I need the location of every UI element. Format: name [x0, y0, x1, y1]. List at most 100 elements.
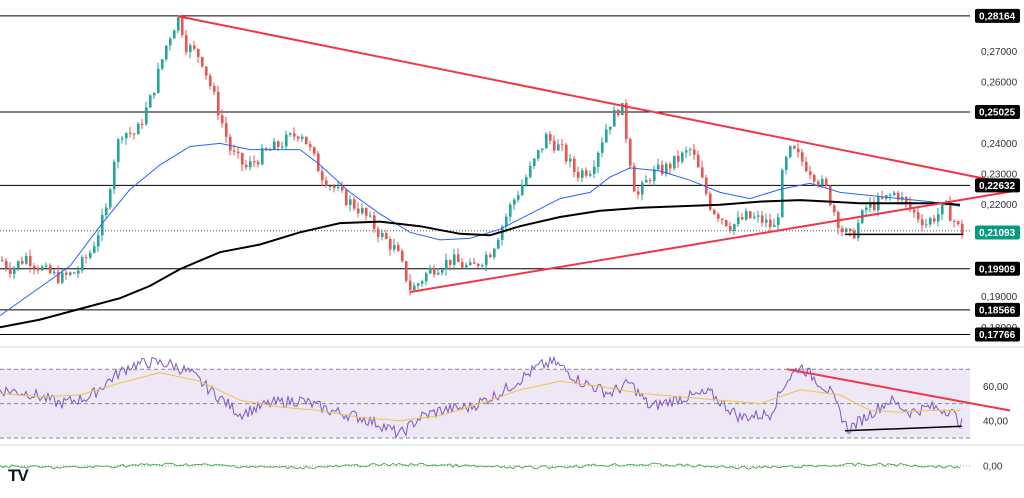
candle-body [777, 217, 780, 226]
candle-body [149, 95, 152, 108]
candle [561, 138, 564, 152]
candle-body [221, 115, 224, 124]
candle-body [641, 182, 644, 195]
candle [517, 191, 520, 203]
candle-body [681, 152, 684, 162]
candle [669, 161, 672, 175]
candle [513, 197, 516, 210]
candle [189, 43, 192, 59]
candle-body [765, 219, 768, 223]
candle [93, 241, 96, 254]
candle [869, 197, 872, 213]
candle [193, 41, 196, 51]
candle [469, 258, 472, 266]
candle [85, 254, 88, 264]
candle [201, 56, 204, 68]
candle [121, 135, 124, 144]
candle-body [805, 161, 808, 172]
candle-body [841, 228, 844, 233]
candle [113, 159, 116, 195]
rsi-ma-line [0, 372, 960, 422]
candle [237, 147, 240, 159]
candle [293, 127, 296, 141]
candle-body [533, 158, 536, 166]
candle [389, 236, 392, 256]
candle-body [301, 136, 304, 139]
candle [509, 202, 512, 222]
candle-body [937, 214, 940, 222]
candle-body [185, 34, 188, 53]
candle [797, 143, 800, 158]
candle [573, 156, 576, 178]
candle [905, 196, 908, 208]
candle-body [257, 162, 260, 165]
candle-body [733, 224, 736, 231]
candle [925, 218, 928, 229]
moving-averages [0, 142, 961, 329]
candle-body [241, 153, 244, 165]
candle-body [497, 239, 500, 249]
candle [425, 272, 428, 286]
candle-body [673, 155, 676, 169]
candle-body [137, 123, 140, 135]
candle-body [817, 181, 820, 185]
candle [849, 228, 852, 237]
candle [813, 173, 816, 186]
candle [77, 265, 80, 278]
candle [109, 187, 112, 210]
candle [873, 197, 876, 212]
candle-body [281, 146, 284, 148]
candle [817, 179, 820, 188]
lower-triangle-line [409, 189, 1016, 294]
candle-body [873, 202, 876, 211]
price-tick-label: 0,22000 [981, 200, 1018, 211]
candle-body [201, 57, 204, 67]
candle-body [829, 185, 832, 206]
candle-body [105, 207, 108, 215]
candle [281, 141, 284, 149]
tradingview-logo[interactable]: TV [8, 466, 29, 485]
candle-body [561, 144, 564, 146]
candle [717, 212, 720, 223]
candle-body [233, 150, 236, 152]
candle [141, 119, 144, 129]
candle-body [253, 161, 256, 163]
candle [137, 122, 140, 135]
candle-body [881, 196, 884, 199]
trendlines [177, 15, 1016, 294]
candle [105, 203, 108, 219]
candle-body [921, 219, 924, 226]
level-price-tag: 0,25025 [975, 105, 1020, 120]
candle-body [77, 270, 80, 274]
candle-body [661, 164, 664, 175]
candle-body [165, 45, 168, 60]
candle [801, 148, 804, 167]
candle [825, 176, 828, 188]
price-axis[interactable]: 0,27000 0,26000 0,24000 0,23000 0,22000 0,190… [0, 8, 1024, 473]
candle-body [769, 219, 772, 227]
candle-body [405, 261, 408, 281]
level-price-tag: 0,28164 [975, 8, 1020, 23]
candle-body [845, 228, 848, 233]
candle-body [541, 148, 544, 151]
candle [209, 73, 212, 90]
candle-body [501, 226, 504, 240]
candle [821, 175, 824, 189]
candle [481, 263, 484, 270]
candle [589, 170, 592, 178]
candle [917, 207, 920, 224]
candle [129, 127, 132, 138]
candle-body [109, 189, 112, 208]
level-price-tag-label: 0,25025 [979, 108, 1016, 119]
candle [705, 174, 708, 197]
candle [569, 154, 572, 168]
candle [97, 230, 100, 253]
candle-body [509, 204, 512, 217]
candle-body [145, 107, 148, 125]
candle-body [101, 214, 104, 236]
candle [485, 251, 488, 272]
upper-triangle-line [177, 15, 1016, 186]
candle [309, 141, 312, 151]
candle-body [649, 179, 652, 181]
